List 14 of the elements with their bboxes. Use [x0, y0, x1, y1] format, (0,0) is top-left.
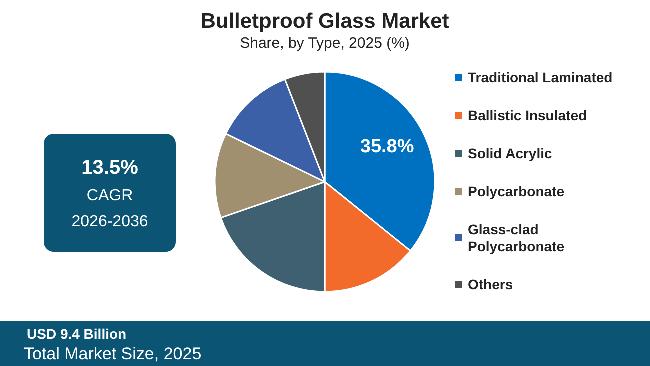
legend-label: Traditional Laminated [468, 70, 613, 86]
chart-subtitle: Share, by Type, 2025 (%) [240, 35, 410, 52]
legend-label: Solid Acrylic [468, 146, 552, 162]
chart-title: Bulletproof Glass Market [200, 10, 450, 33]
legend-label: Polycarbonate [468, 184, 565, 200]
data-label: 35.8% [360, 136, 414, 158]
legend-label: Others [468, 276, 514, 292]
text: CAGR [86, 188, 134, 204]
text: Total Market Size, 2025 [24, 344, 202, 364]
legend-label: Glass-clad Polycarbonate [468, 222, 565, 254]
text: 2026-2036 [72, 214, 148, 230]
text: 13.5% [82, 157, 139, 179]
legend-label: Ballistic Insulated [468, 108, 588, 124]
text: USD 9.4 Billion [27, 326, 127, 342]
